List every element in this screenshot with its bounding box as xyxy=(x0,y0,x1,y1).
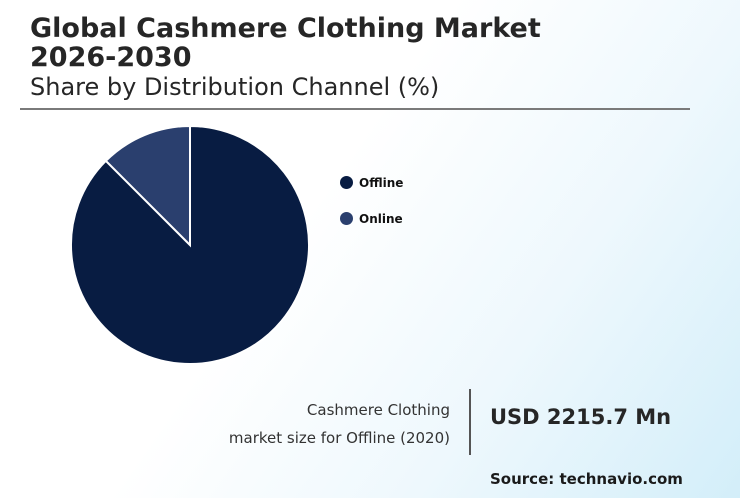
pie-chart xyxy=(70,124,310,365)
title-line-1: Global Cashmere Clothing Market xyxy=(30,13,541,44)
source-credit: Source: technavio.com xyxy=(490,470,683,488)
callout-divider xyxy=(469,389,471,455)
legend: Offline Online xyxy=(340,172,403,244)
legend-label: Online xyxy=(359,211,403,226)
legend-label: Offline xyxy=(359,175,404,190)
title-line-2: 2026-2030 xyxy=(30,42,192,73)
legend-marker-icon xyxy=(340,212,353,225)
header-divider xyxy=(20,108,690,110)
legend-item-offline: Offline xyxy=(340,172,403,193)
chart-subtitle: Share by Distribution Channel (%) xyxy=(30,73,440,101)
legend-marker-icon xyxy=(340,176,353,189)
caption-line-2: market size for Offline (2020) xyxy=(228,429,450,447)
chart-title: Global Cashmere Clothing Market 2026-203… xyxy=(30,14,541,72)
market-size-value: USD 2215.7 Mn xyxy=(490,405,672,429)
legend-item-online: Online xyxy=(340,208,403,229)
market-size-caption: Cashmere Clothing market size for Offlin… xyxy=(150,396,450,452)
caption-line-1: Cashmere Clothing xyxy=(306,401,450,419)
pie-slice-online xyxy=(104,124,191,248)
